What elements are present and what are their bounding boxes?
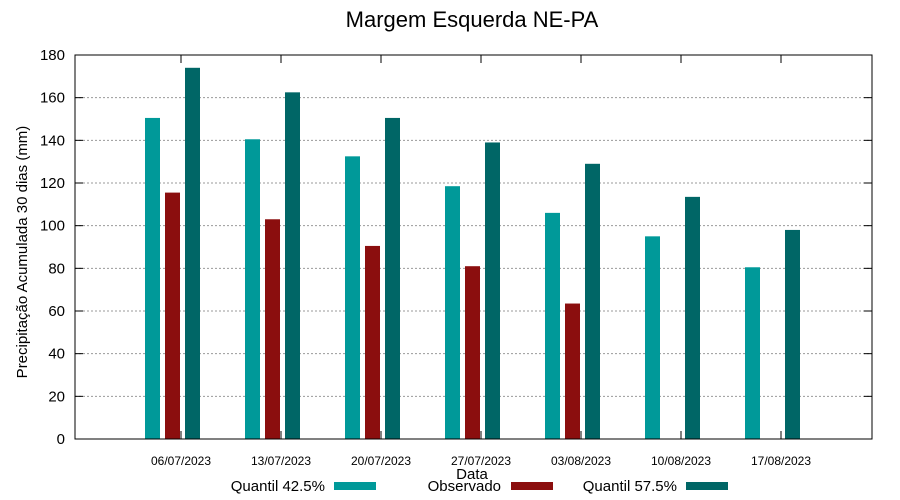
x-tick-label: 13/07/2023 [251,454,311,468]
x-tick-label: 10/08/2023 [651,454,711,468]
x-tick-label: 27/07/2023 [451,454,511,468]
bar-quantil-57-5 [285,92,300,439]
bars [145,67,800,440]
y-tick-label: 80 [48,260,65,277]
y-tick-label: 40 [48,346,65,363]
y-tick-label: 0 [57,431,65,448]
bar-quantil-57-5 [385,117,400,439]
x-tick-label: 03/08/2023 [551,454,611,468]
legend-label: Quantil 57.5% [583,478,677,495]
bar-observado [465,266,480,439]
bar-quantil-42-5 [245,139,260,439]
y-tick-label: 140 [40,132,65,149]
legend-swatch [334,482,376,490]
y-tick-label: 100 [40,218,65,235]
x-axis-label: Data [456,466,488,483]
bar-quantil-42-5 [345,156,360,440]
bar-observado [265,219,280,439]
bar-observado [165,192,180,439]
x-tick-label: 20/07/2023 [351,454,411,468]
y-tick-label: 60 [48,303,65,320]
bar-quantil-42-5 [445,186,460,439]
chart-title: Margem Esquerda NE-PA [346,7,599,32]
bar-quantil-57-5 [485,142,500,439]
y-tick-label: 120 [40,175,65,192]
y-tick-label: 180 [40,47,65,64]
legend-swatch [511,482,553,490]
ticks: 0 20 40 60 80 100 120 140 160 180 06/07/2023 13/07/… [40,47,872,468]
y-tick-label: 160 [40,90,65,107]
bar-quantil-42-5 [545,212,560,439]
legend-label: Quantil 42.5% [231,478,325,495]
bar-observado [565,303,580,439]
bar-observado [365,245,380,439]
legend-label: Observado [428,478,501,495]
bar-quantil-42-5 [645,236,660,439]
bar-quantil-42-5 [145,117,160,439]
bar-quantil-42-5 [745,267,760,439]
x-tick-label: 06/07/2023 [151,454,211,468]
bar-quantil-57-5 [585,163,600,440]
bar-quantil-57-5 [785,229,800,439]
x-tick-label: 17/08/2023 [751,454,811,468]
y-tick-label: 20 [48,388,65,405]
legend: Quantil 42.5% Observado Quantil 57.5% [231,478,728,495]
bar-quantil-57-5 [185,67,200,440]
bar-quantil-57-5 [685,196,700,439]
legend-swatch [686,482,728,490]
y-axis-label: Precipitação Acumulada 30 dias (mm) [14,126,31,379]
plot-frame [74,54,873,440]
